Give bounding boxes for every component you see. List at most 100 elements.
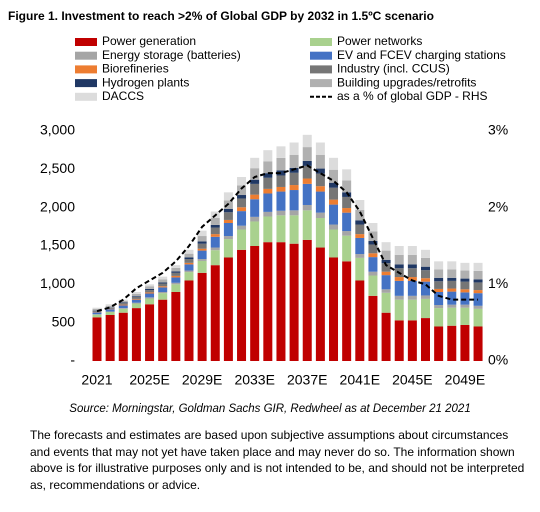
bar-segment (276, 210, 286, 216)
bar-segment (355, 237, 365, 255)
line-series (96, 164, 479, 313)
legend-swatch (75, 51, 97, 60)
bar-segment (329, 169, 339, 183)
bar-segment (447, 277, 457, 281)
x-tick-label: 2033E (234, 372, 274, 388)
bar-segment (421, 278, 430, 282)
bar-segment (315, 168, 325, 174)
bar-segment (473, 282, 483, 291)
bar-segment (394, 280, 404, 296)
bar-segment (407, 254, 417, 265)
bar-segment (329, 187, 339, 200)
bar-segment (315, 154, 325, 169)
bar-segment (394, 299, 404, 321)
bar-segment (131, 293, 141, 297)
bar-segment (460, 281, 470, 290)
bar-segment (434, 261, 444, 270)
bar-segment (355, 234, 365, 238)
bar-segment (131, 296, 141, 299)
bar-segment (197, 259, 207, 261)
bar-segment (302, 134, 312, 148)
bar-segment (473, 290, 483, 294)
bar-segment (342, 196, 352, 209)
bar-segment (223, 219, 233, 223)
bar-segment (302, 183, 312, 205)
bar-segment (289, 243, 299, 361)
bar-segment (131, 298, 141, 300)
legend-label: Energy storage (batteries) (102, 48, 241, 62)
bar-segment (105, 311, 115, 315)
bar-segment (421, 295, 430, 299)
source: Source: Morningstar, Goldman Sachs GIR, … (69, 403, 470, 415)
bar-segment (407, 246, 417, 255)
bar-segment (92, 312, 102, 315)
legend-label: DACCS (102, 89, 144, 103)
bar-segment (421, 298, 430, 319)
bar-segment (131, 299, 141, 303)
bar-segment (131, 296, 141, 297)
bar-segment (329, 182, 339, 188)
bar-segment (421, 281, 430, 296)
bar-segment (289, 185, 299, 191)
bar-segment (184, 259, 194, 263)
bar-segment (131, 302, 141, 304)
bar-segment (421, 266, 430, 271)
bar-segment (263, 216, 273, 243)
bar-segment (263, 177, 273, 189)
bar-segment (289, 142, 299, 155)
y-tick-label: 2,500 (40, 160, 75, 176)
bar-segment (237, 211, 247, 226)
bar-segment (263, 242, 273, 361)
bar-segment (118, 312, 128, 361)
bar-segment (434, 326, 444, 361)
bar-segment (302, 165, 312, 179)
bar-segment (407, 268, 417, 278)
x-tick-label: 2029E (182, 372, 222, 388)
bar-segment (145, 293, 155, 298)
bar-segment (447, 304, 457, 308)
bar-segment (105, 309, 115, 312)
bar-segment (434, 269, 444, 278)
bar-segment (447, 325, 457, 361)
bar-segment (473, 262, 483, 271)
bar-segment (394, 320, 404, 361)
bar-segment (223, 212, 233, 220)
bar-segment (197, 241, 207, 244)
bar-segment (92, 317, 102, 361)
bar-segment (460, 262, 470, 271)
bar-segment (302, 178, 312, 184)
bar-segment (171, 272, 181, 276)
bar-segment (118, 304, 128, 306)
bar-segment (394, 295, 404, 300)
x-tick-label: 2045E (392, 372, 432, 388)
bar-segment (145, 284, 155, 287)
bar-segment (434, 308, 444, 327)
bar-segment (447, 288, 457, 292)
bar-segment (237, 177, 247, 186)
bar-segment (210, 227, 220, 235)
bar-segment (145, 298, 155, 305)
bar-segment (118, 300, 128, 303)
bar-segment (368, 257, 378, 272)
bar-segment (289, 190, 299, 211)
bar-segment (171, 267, 181, 272)
bar-segment (368, 241, 378, 245)
bar-segment (197, 248, 207, 251)
bar-segment (210, 250, 220, 266)
y2-tick-label: 1% (488, 275, 508, 291)
bar-segment (302, 160, 312, 166)
bar-segment (158, 283, 168, 287)
bar-segment (223, 223, 233, 237)
bar-segment (158, 292, 168, 294)
bar-segment (342, 231, 352, 236)
x-tick-label: 2049E (445, 372, 485, 388)
legend-swatch (75, 79, 97, 88)
bar-segment (171, 265, 181, 268)
bar-segment (105, 315, 115, 361)
legend-label: Biorefineries (102, 62, 169, 76)
bar-segment (250, 246, 260, 361)
bar-segment (460, 304, 470, 308)
bar-segment (145, 286, 155, 289)
bar-segment (381, 271, 391, 276)
